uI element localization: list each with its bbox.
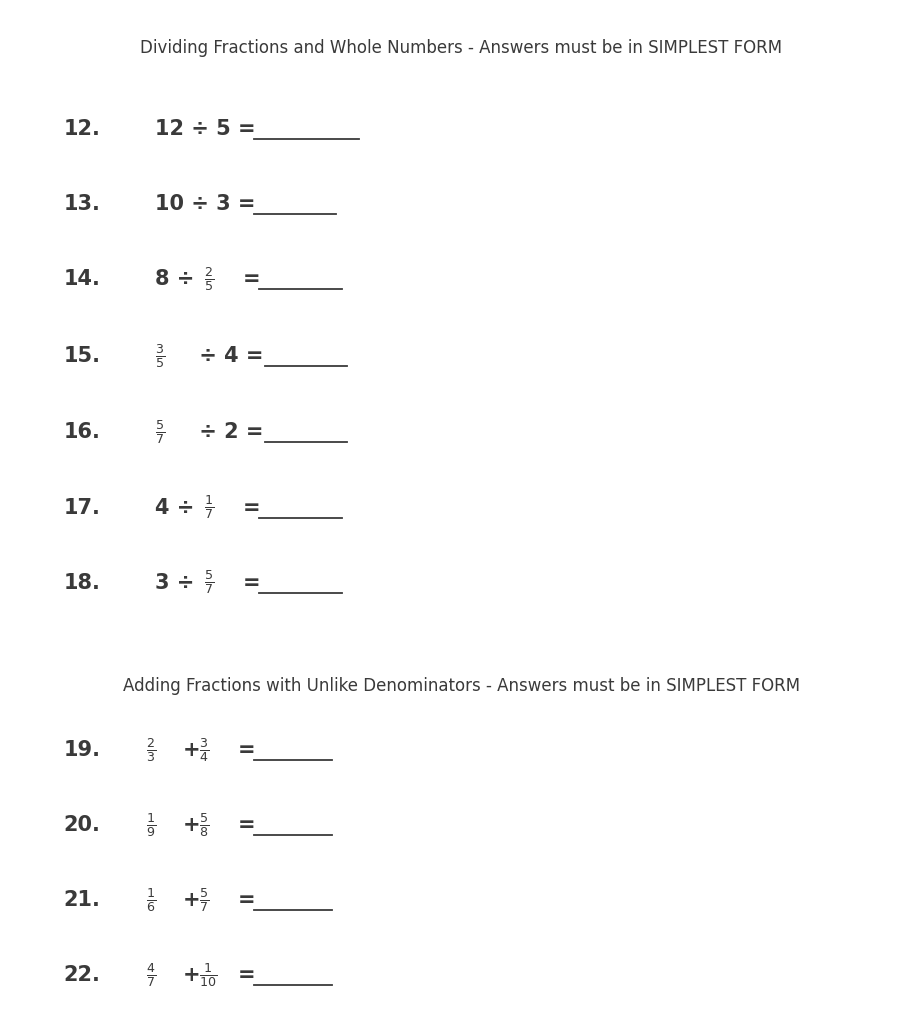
Text: =: = (243, 497, 260, 518)
Text: $\mathregular{\frac{2}{3}}$: $\mathregular{\frac{2}{3}}$ (146, 736, 156, 764)
Text: =: = (237, 890, 255, 910)
Text: Adding Fractions with Unlike Denominators - Answers must be in SIMPLEST FORM: Adding Fractions with Unlike Denominator… (123, 677, 800, 694)
Text: 12.: 12. (64, 119, 101, 139)
Text: 16.: 16. (64, 423, 101, 443)
Text: 12 ÷ 5 =: 12 ÷ 5 = (155, 119, 256, 139)
Text: =: = (243, 572, 260, 592)
Text: $\mathregular{\frac{1}{10}}$: $\mathregular{\frac{1}{10}}$ (199, 961, 217, 989)
Text: $\mathregular{\frac{3}{5}}$: $\mathregular{\frac{3}{5}}$ (155, 342, 165, 370)
Text: $\mathregular{\frac{5}{7}}$: $\mathregular{\frac{5}{7}}$ (205, 569, 214, 596)
Text: $\mathregular{\frac{1}{9}}$: $\mathregular{\frac{1}{9}}$ (146, 811, 156, 838)
Text: 8 ÷: 8 ÷ (155, 269, 202, 290)
Text: =: = (237, 965, 255, 985)
Text: =: = (237, 814, 255, 834)
Text: +: + (183, 814, 200, 834)
Text: 13.: 13. (64, 195, 101, 214)
Text: +: + (183, 890, 200, 910)
Text: +: + (183, 740, 200, 760)
Text: 10 ÷ 3 =: 10 ÷ 3 = (155, 195, 256, 214)
Text: 22.: 22. (64, 965, 101, 985)
Text: $\mathregular{\frac{1}{6}}$: $\mathregular{\frac{1}{6}}$ (146, 886, 156, 914)
Text: 20.: 20. (64, 814, 101, 834)
Text: 17.: 17. (64, 497, 101, 518)
Text: =: = (237, 740, 255, 760)
Text: $\mathregular{\frac{2}{5}}$: $\mathregular{\frac{2}{5}}$ (205, 265, 214, 294)
Text: $\mathregular{\frac{5}{7}}$: $\mathregular{\frac{5}{7}}$ (199, 886, 209, 914)
Text: 15.: 15. (64, 346, 101, 366)
Text: $\mathregular{\frac{3}{4}}$: $\mathregular{\frac{3}{4}}$ (199, 736, 209, 764)
Text: Dividing Fractions and Whole Numbers - Answers must be in SIMPLEST FORM: Dividing Fractions and Whole Numbers - A… (140, 39, 783, 58)
Text: 21.: 21. (64, 890, 101, 910)
Text: 18.: 18. (64, 572, 101, 592)
Text: $\mathregular{\frac{5}{8}}$: $\mathregular{\frac{5}{8}}$ (199, 811, 209, 838)
Text: 14.: 14. (64, 269, 101, 290)
Text: 3 ÷: 3 ÷ (155, 572, 202, 592)
Text: +: + (183, 965, 200, 985)
Text: ÷ 2 =: ÷ 2 = (192, 423, 263, 443)
Text: $\mathregular{\frac{5}{7}}$: $\mathregular{\frac{5}{7}}$ (155, 419, 165, 446)
Text: ÷ 4 =: ÷ 4 = (192, 346, 263, 366)
Text: 4 ÷: 4 ÷ (155, 497, 202, 518)
Text: =: = (243, 269, 260, 290)
Text: 19.: 19. (64, 740, 101, 760)
Text: $\mathregular{\frac{1}{7}}$: $\mathregular{\frac{1}{7}}$ (205, 493, 214, 522)
Text: $\mathregular{\frac{4}{7}}$: $\mathregular{\frac{4}{7}}$ (146, 961, 156, 989)
